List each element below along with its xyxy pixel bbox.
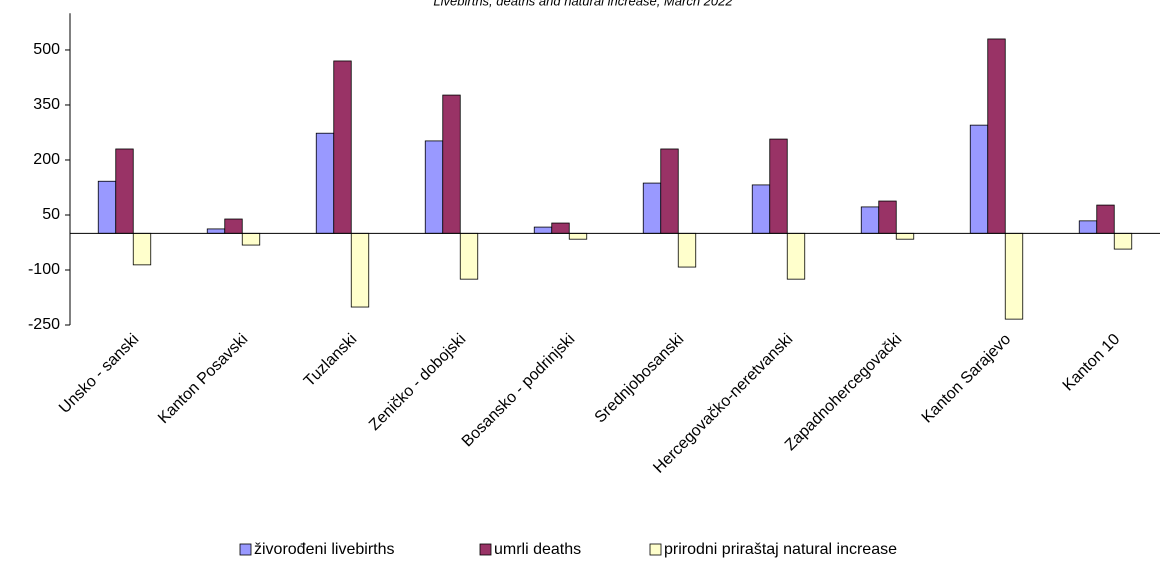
bar	[969, 124, 989, 234]
bar	[1004, 232, 1024, 320]
bar	[677, 232, 697, 268]
bar	[642, 182, 662, 234]
bar	[350, 232, 370, 308]
legend-swatch	[649, 543, 662, 556]
legend-swatch	[239, 543, 252, 556]
legend-label: umrli deaths	[494, 541, 581, 558]
x-tick-label: Zapadnohercegovački	[782, 331, 905, 454]
chart-title: Livebirths, deaths and natural increase,…	[433, 0, 733, 8]
y-tick-label: 50	[42, 206, 60, 223]
bar	[333, 60, 352, 234]
bar	[459, 232, 479, 280]
bar	[97, 180, 117, 234]
bar	[424, 140, 444, 234]
bar	[786, 232, 806, 280]
bar	[315, 132, 335, 234]
legend-swatch	[479, 543, 492, 556]
bar	[895, 232, 915, 240]
bar	[224, 218, 243, 234]
bar	[1096, 204, 1115, 234]
bar	[860, 206, 880, 234]
bar	[769, 138, 788, 234]
legend-label: prirodni priraštaj natural increase	[664, 541, 897, 558]
bar	[241, 232, 261, 246]
x-tick-label: Zeničko - dobojski	[366, 331, 469, 434]
bar	[1078, 220, 1098, 234]
bar	[987, 38, 1006, 234]
bar	[442, 94, 461, 234]
x-tick-label: Tuzlanski	[301, 331, 360, 390]
x-tick-label: Kanton Sarajevo	[919, 331, 1015, 427]
legend-label: živorođeni livebirths	[254, 541, 395, 558]
y-tick-label: -100	[28, 261, 60, 278]
x-tick-label: Bosansko - podrinjski	[459, 331, 579, 451]
bar	[1113, 232, 1133, 250]
bar	[115, 148, 134, 234]
x-tick-label: Kanton Posavski	[155, 331, 251, 427]
bar	[533, 226, 553, 234]
bar	[551, 222, 570, 234]
bar	[568, 232, 588, 240]
bar	[878, 200, 897, 234]
y-tick-label: 350	[33, 96, 60, 113]
bar	[132, 232, 152, 266]
x-tick-label: Srednjobosanski	[592, 331, 688, 427]
bar	[206, 228, 226, 234]
bar	[751, 184, 771, 234]
x-tick-label: Unsko - sanski	[56, 331, 142, 417]
bar	[660, 148, 679, 234]
y-tick-label: 200	[33, 151, 60, 168]
y-tick-label: -250	[28, 316, 60, 333]
x-tick-label: Kanton 10	[1060, 331, 1124, 395]
y-tick-label: 500	[33, 41, 60, 58]
